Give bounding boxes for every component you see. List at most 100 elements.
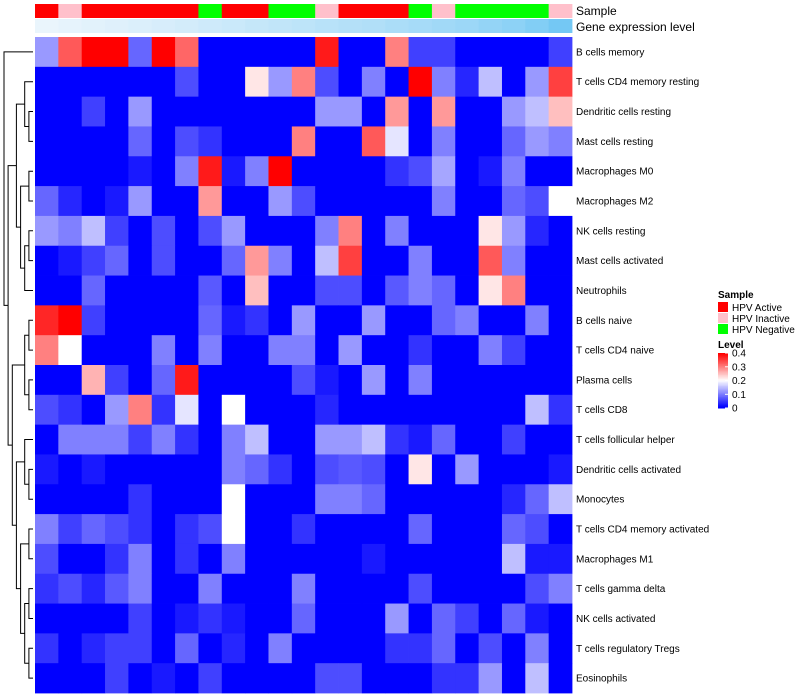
legend-sample-label: HPV Negative [732,325,795,336]
heatmap-cell [198,573,223,604]
heatmap-cell [175,66,199,98]
heatmap-cell [151,96,176,127]
heatmap-cell [81,573,106,604]
heatmap-cell [478,633,503,664]
heatmap-cell [221,96,246,127]
heatmap-cell [385,66,409,98]
heatmap-cell [525,156,550,187]
heatmap-cell [408,663,433,694]
heatmap-cell [175,156,199,187]
heatmap-cell [151,156,176,187]
legend-level-gradient-step [718,369,728,372]
heatmap-cell [175,335,199,366]
heatmap-cell [361,543,386,575]
heatmap-cell [361,663,386,694]
heatmap-cell [35,454,59,485]
heatmap-cell [291,603,316,634]
legend-sample-title: Sample [718,290,754,301]
heatmap-cell [291,186,316,217]
heatmap-cell [408,633,433,664]
heatmap-cell [105,126,129,157]
heatmap-cell [315,186,339,217]
dendrogram-branch [28,230,33,262]
heatmap-cell [501,96,526,127]
heatmap-cell [455,573,480,604]
heatmap-cell [291,424,316,455]
heatmap-cell [221,424,246,455]
heatmap-cell [105,186,129,217]
heatmap-cell [338,156,363,187]
expression-annotation-cell [58,19,83,33]
heatmap-cell [525,335,550,366]
row-label: T cells gamma delta [576,584,666,595]
heatmap-cell [245,424,269,455]
heatmap-cell [315,215,339,247]
heatmap-cell [478,186,503,217]
heatmap-cell [385,335,409,366]
heatmap-cell [245,186,269,217]
sample-annotation-cell [221,4,246,18]
heatmap-cell [338,484,363,515]
heatmap-cell [151,37,176,68]
heatmap-cell [478,335,503,366]
heatmap-cell [245,66,269,98]
heatmap-cell [35,37,59,68]
heatmap-cell [35,514,59,545]
dendrogram-branch [28,647,33,679]
heatmap-cell [151,305,176,336]
heatmap-cell [385,663,409,694]
sample-annotation-cell [105,4,129,18]
legend-level-gradient-step [718,379,728,382]
heatmap-cell [431,156,456,187]
heatmap-cell [315,37,339,68]
heatmap-cell [408,126,433,157]
heatmap-cell [361,96,386,127]
heatmap-cell [385,514,409,545]
legend-level-gradient-step [718,395,728,398]
row-label: Mast cells resting [576,137,653,148]
heatmap-cell [361,633,386,664]
legend-level-gradient-step [718,390,728,393]
sample-annotation-cell [431,4,456,18]
heatmap-cell [268,663,293,694]
heatmap-cell [245,156,269,187]
expression-annotation-cell [478,19,503,33]
heatmap-cell [35,543,59,575]
heatmap-cell [35,96,59,127]
heatmap-cell [361,66,386,98]
heatmap-cell [478,454,503,485]
heatmap-cell [245,603,269,634]
heatmap-cell [198,394,223,426]
heatmap-cell [548,156,573,187]
heatmap-cell [245,514,269,545]
heatmap-cell [221,603,246,634]
heatmap-cell [291,305,316,336]
row-label: T cells CD8 [576,405,628,416]
row-label: B cells naive [576,316,633,327]
heatmap-cell [548,275,573,306]
heatmap-cell [105,215,129,247]
heatmap-cell [338,37,363,68]
heatmap-cell [35,186,59,217]
heatmap-cell [548,365,573,396]
heatmap-cell [221,126,246,157]
heatmap-cell [431,245,456,276]
row-label: T cells follicular helper [576,435,675,446]
dendrogram-branch [28,468,33,500]
heatmap-cell [431,514,456,545]
row-label: Macrophages M2 [576,197,654,208]
heatmap-cell [548,126,573,157]
heatmap-cell [408,96,433,127]
sample-annotation-cell [455,4,480,18]
row-label: Dendritic cells activated [576,465,681,476]
dendrogram-branch [28,319,33,351]
heatmap-cell [81,215,106,247]
row-label: NK cells activated [576,614,655,625]
heatmap-cell [245,394,269,426]
heatmap-cell [478,245,503,276]
heatmap-cell [81,126,106,157]
heatmap-cell [268,215,293,247]
heatmap-cell [501,484,526,515]
sample-annotation-cell [175,4,199,18]
heatmap-cell [128,365,153,396]
